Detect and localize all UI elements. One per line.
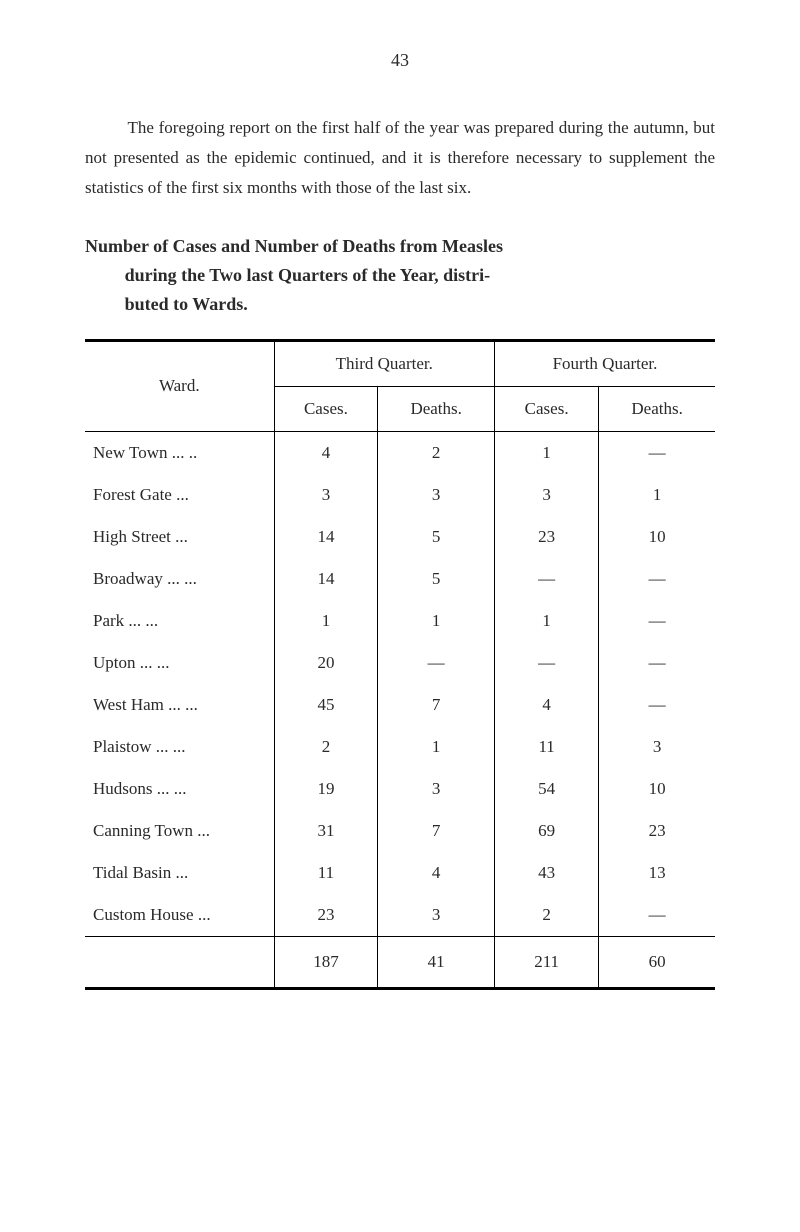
totals-row: 187 41 211 60 [85,936,715,988]
table-row: West Ham ... ... 45 7 4 — [85,684,715,726]
table-row: New Town ... .. 4 2 1 — [85,431,715,474]
deaths-4-cell: 1 [599,474,715,516]
section-heading: Number of Cases and Number of Deaths fro… [85,232,715,318]
ward-name-cell: Canning Town ... [85,810,274,852]
deaths-4-cell: — [599,684,715,726]
table-row: Upton ... ... 20 — — — [85,642,715,684]
deaths-3-cell: 5 [378,558,495,600]
deaths-3-cell: 5 [378,516,495,558]
ward-name-cell: Hudsons ... ... [85,768,274,810]
ward-name-cell: Tidal Basin ... [85,852,274,894]
deaths-3-cell: — [378,642,495,684]
table-row: Park ... ... 1 1 1 — [85,600,715,642]
deaths-4-cell: 10 [599,768,715,810]
cases-3-header: Cases. [274,386,378,431]
ward-name-cell: Forest Gate ... [85,474,274,516]
ward-name-cell: Custom House ... [85,894,274,937]
deaths-3-cell: 3 [378,474,495,516]
cases-3-cell: 23 [274,894,378,937]
cases-3-cell: 45 [274,684,378,726]
deaths-3-cell: 1 [378,600,495,642]
deaths-3-cell: 3 [378,768,495,810]
deaths-4-cell: 13 [599,852,715,894]
heading-line-2: during the Two last Quarters of the Year… [85,261,715,290]
cases-4-cell: 43 [495,852,599,894]
deaths-4-cell: — [599,642,715,684]
cases-4-cell: 11 [495,726,599,768]
ward-name-cell: New Town ... .. [85,431,274,474]
table-header-row-1: Ward. Third Quarter. Fourth Quarter. [85,340,715,386]
totals-cases-3: 187 [274,936,378,988]
intro-paragraph: The foregoing report on the first half o… [85,113,715,202]
table-row: Canning Town ... 31 7 69 23 [85,810,715,852]
deaths-3-cell: 4 [378,852,495,894]
ward-name-cell: Upton ... ... [85,642,274,684]
table-row: Forest Gate ... 3 3 3 1 [85,474,715,516]
ward-name-cell: Park ... ... [85,600,274,642]
totals-ward-cell [85,936,274,988]
deaths-3-cell: 3 [378,894,495,937]
cases-3-cell: 31 [274,810,378,852]
ward-name-cell: High Street ... [85,516,274,558]
cases-4-cell: 69 [495,810,599,852]
table-row: Hudsons ... ... 19 3 54 10 [85,768,715,810]
measles-table: Ward. Third Quarter. Fourth Quarter. Cas… [85,339,715,990]
cases-4-cell: 4 [495,684,599,726]
table-row: Plaistow ... ... 2 1 11 3 [85,726,715,768]
cases-3-cell: 3 [274,474,378,516]
totals-cases-4: 211 [495,936,599,988]
ward-name-cell: Broadway ... ... [85,558,274,600]
cases-3-cell: 11 [274,852,378,894]
cases-4-cell: 54 [495,768,599,810]
cases-3-cell: 14 [274,558,378,600]
deaths-3-cell: 7 [378,810,495,852]
totals-deaths-3: 41 [378,936,495,988]
fourth-quarter-header: Fourth Quarter. [495,340,715,386]
cases-3-cell: 20 [274,642,378,684]
deaths-3-cell: 7 [378,684,495,726]
deaths-3-cell: 1 [378,726,495,768]
cases-3-cell: 4 [274,431,378,474]
page-number: 43 [85,50,715,71]
cases-4-cell: 2 [495,894,599,937]
deaths-4-cell: 3 [599,726,715,768]
ward-name-cell: West Ham ... ... [85,684,274,726]
deaths-3-cell: 2 [378,431,495,474]
table-row: Broadway ... ... 14 5 — — [85,558,715,600]
deaths-3-header: Deaths. [378,386,495,431]
cases-3-cell: 2 [274,726,378,768]
deaths-4-cell: 10 [599,516,715,558]
cases-3-cell: 1 [274,600,378,642]
cases-4-header: Cases. [495,386,599,431]
cases-3-cell: 19 [274,768,378,810]
heading-line-1: Number of Cases and Number of Deaths fro… [85,232,715,261]
cases-4-cell: 23 [495,516,599,558]
table-row: Custom House ... 23 3 2 — [85,894,715,937]
deaths-4-cell: — [599,894,715,937]
totals-deaths-4: 60 [599,936,715,988]
cases-4-cell: — [495,558,599,600]
deaths-4-header: Deaths. [599,386,715,431]
deaths-4-cell: 23 [599,810,715,852]
deaths-4-cell: — [599,600,715,642]
cases-3-cell: 14 [274,516,378,558]
cases-4-cell: 1 [495,600,599,642]
cases-4-cell: — [495,642,599,684]
table-body: New Town ... .. 4 2 1 — Forest Gate ... … [85,431,715,988]
ward-name-cell: Plaistow ... ... [85,726,274,768]
cases-4-cell: 1 [495,431,599,474]
cases-4-cell: 3 [495,474,599,516]
deaths-4-cell: — [599,431,715,474]
table-row: Tidal Basin ... 11 4 43 13 [85,852,715,894]
third-quarter-header: Third Quarter. [274,340,494,386]
heading-line-3: buted to Wards. [85,290,715,319]
deaths-4-cell: — [599,558,715,600]
table-row: High Street ... 14 5 23 10 [85,516,715,558]
ward-header: Ward. [85,340,274,431]
